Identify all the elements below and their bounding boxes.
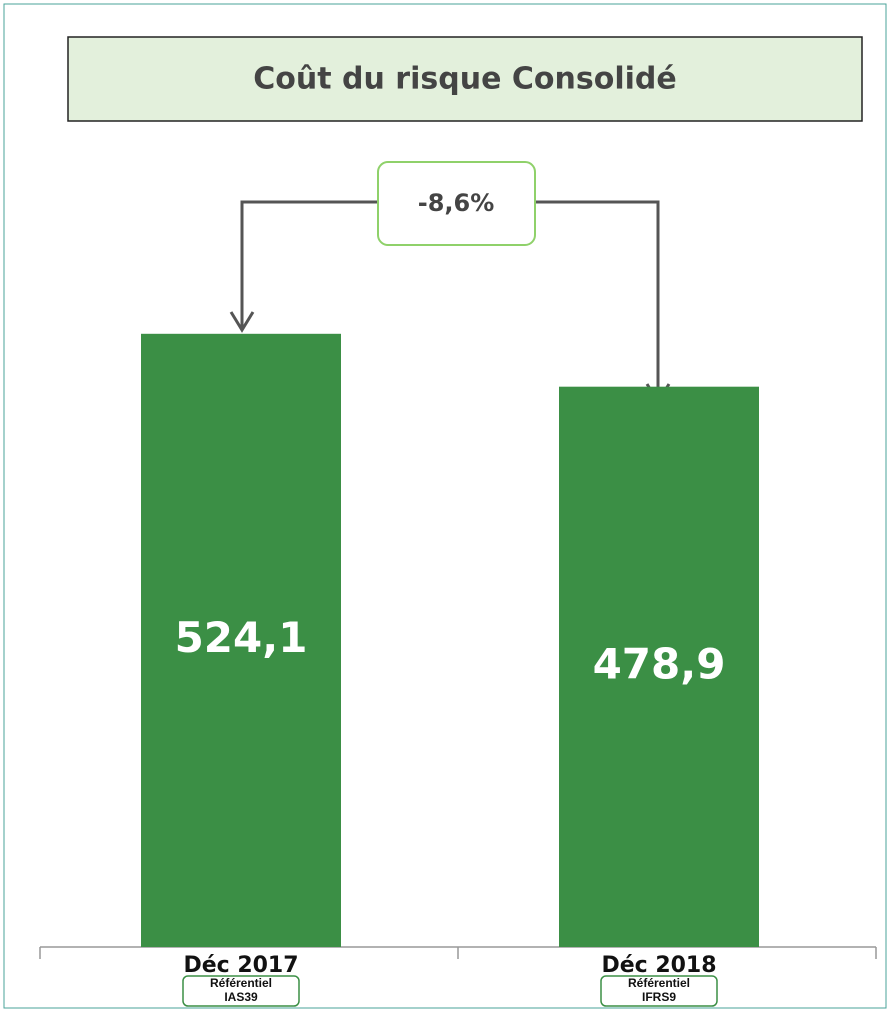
annotation-box	[377, 161, 536, 246]
note-badge	[600, 975, 718, 1007]
note-badge	[182, 975, 300, 1007]
value-label: 478,9	[593, 639, 726, 688]
bar	[141, 333, 341, 948]
title-box	[67, 36, 863, 122]
value-label: 524,1	[175, 613, 308, 662]
x-tick-label: Déc 2018	[601, 953, 716, 978]
note-text: IFRS9	[642, 990, 676, 1004]
bar	[559, 386, 759, 947]
chart-title: Coût du risque Consolidé	[253, 62, 676, 97]
x-tick-label: Déc 2017	[183, 953, 298, 978]
note-text: Référentiel	[210, 976, 272, 990]
note-text: IAS39	[224, 990, 258, 1004]
note-text: Référentiel	[628, 976, 690, 990]
annotation: -8,6%	[418, 189, 495, 217]
